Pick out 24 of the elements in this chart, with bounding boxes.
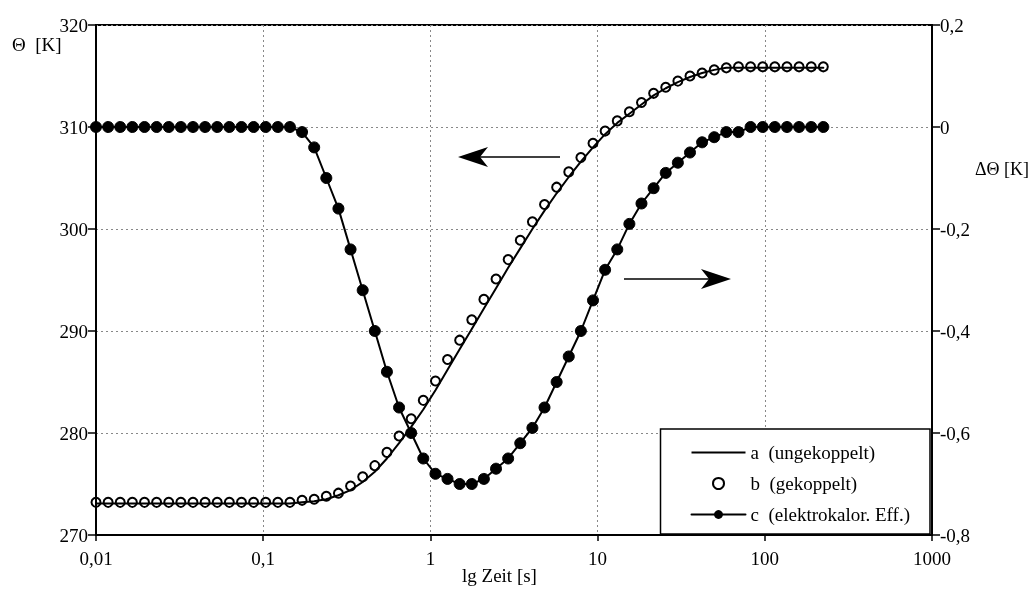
- y-tick-label: 310: [59, 116, 88, 138]
- y2-tick-label: -0,8: [940, 524, 971, 546]
- y2-tick-label: -0,2: [940, 218, 971, 240]
- legend-label: b (gekoppelt): [750, 473, 858, 495]
- x-tick-label: 1000: [913, 548, 951, 569]
- y-tick-label: 290: [59, 320, 88, 342]
- x-tick-label: 1: [425, 548, 436, 569]
- y2-tick-label: -0,4: [940, 320, 971, 342]
- x-tick-label: 0,01: [79, 548, 113, 569]
- legend-label: c (elektrokalor. Eff.): [750, 504, 910, 526]
- y-tick-label: 270: [59, 524, 88, 546]
- y2-tick-label: -0,6: [940, 422, 971, 444]
- x-tick-label: 10: [588, 548, 608, 569]
- y-tick-label: 280: [59, 422, 88, 444]
- legend-label: a (ungekoppelt): [750, 442, 876, 464]
- y2-tick-label: 0: [940, 116, 950, 138]
- y-tick-label: 300: [59, 218, 88, 240]
- y2-tick-label: 0,2: [940, 14, 964, 36]
- y-tick-label: 320: [59, 14, 88, 36]
- y-axis-title: Θ [K]: [12, 34, 62, 55]
- x-tick-label: 100: [750, 548, 780, 569]
- y2-axis-title: ΔΘ [K]: [975, 159, 1030, 179]
- x-tick-label: 0,1: [251, 548, 276, 569]
- x-axis-title: lg Zeit [s]: [462, 565, 537, 586]
